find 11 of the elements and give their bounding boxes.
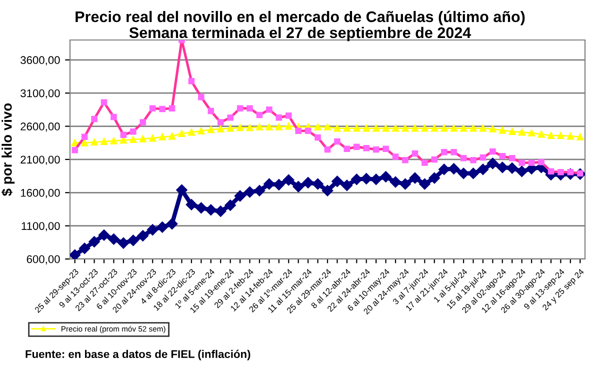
- chart-title: Precio real del novillo en el mercado de Cañuelas (último año): [76, 10, 525, 26]
- y-tick-label: 1600,00: [20, 188, 60, 198]
- y-tick-label: 2100,00: [20, 156, 60, 165]
- y-tick-label: 3600,00: [20, 56, 60, 66]
- y-tick-label: 1100,00: [22, 222, 60, 232]
- y-tick-label: 3100,00: [20, 89, 60, 99]
- y-tick-label: 600,00: [26, 255, 60, 264]
- source-note: Fuente: en base a datos de FIEL (inflación): [26, 350, 250, 360]
- chart-subtitle: Semana terminada el 27 de septiembre de 2024: [129, 26, 472, 42]
- y-tick-label: 2600,00: [20, 122, 60, 132]
- y-axis-title: $ por kilo vivo: [1, 103, 15, 196]
